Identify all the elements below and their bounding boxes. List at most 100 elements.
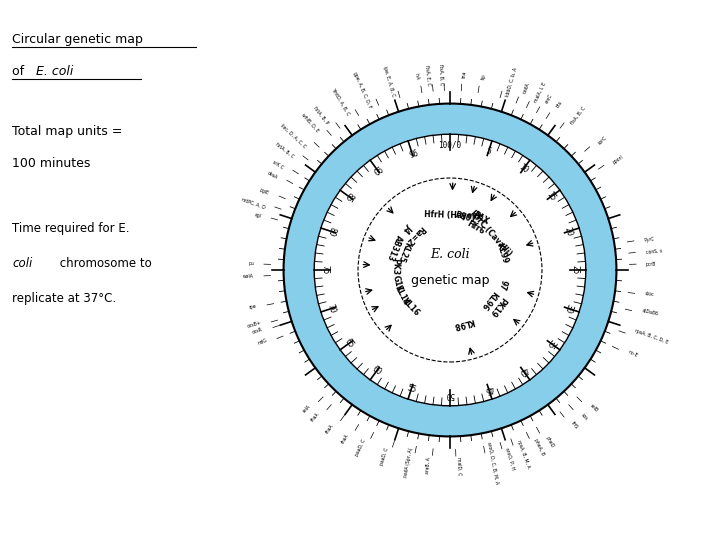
Text: Time required for E.: Time required for E. <box>12 222 130 235</box>
Text: 85: 85 <box>343 190 356 203</box>
Text: tip: tip <box>481 73 487 80</box>
Text: rpe: rpe <box>249 303 258 310</box>
Text: cxsB+: cxsB+ <box>246 320 262 329</box>
Text: 45: 45 <box>483 383 495 394</box>
Text: rhaA: rhaA <box>341 433 350 444</box>
Text: cxsR: cxsR <box>252 327 264 335</box>
Text: 30: 30 <box>563 303 575 314</box>
Text: rpsA, B, M, A: rpsA, B, M, A <box>516 440 531 469</box>
Text: fotA, B, C: fotA, B, C <box>275 141 295 159</box>
Text: atDa86: atDa86 <box>642 308 659 317</box>
Text: Ra=2
J4: Ra=2 J4 <box>397 217 426 246</box>
Text: PK3: PK3 <box>390 258 400 275</box>
Text: malA, I, E: malA, I, E <box>534 82 547 104</box>
Text: malD, C: malD, C <box>456 457 462 475</box>
Text: 100/0: 100/0 <box>438 141 462 150</box>
Text: aroO, P, H: aroO, P, H <box>505 447 516 470</box>
Text: walA: walA <box>243 273 254 279</box>
Text: 97: 97 <box>497 279 508 292</box>
Text: conS, s: conS, s <box>645 248 662 255</box>
Text: aroC: aroC <box>544 92 554 104</box>
Text: 75: 75 <box>320 265 330 275</box>
Text: 20: 20 <box>563 226 575 237</box>
Text: chromosome to: chromosome to <box>56 257 152 270</box>
Text: araB, A: araB, A <box>425 456 431 474</box>
Text: replicate at 37°C.: replicate at 37°C. <box>12 292 116 305</box>
Text: genetic map: genetic map <box>410 274 490 287</box>
Text: ftsA, B, C: ftsA, B, C <box>438 64 444 85</box>
Text: 70: 70 <box>325 303 337 314</box>
Text: E. coli: E. coli <box>430 248 470 261</box>
Text: 80: 80 <box>325 226 337 237</box>
Text: ftsA, E, C: ftsA, E, C <box>425 64 431 85</box>
Text: lpe, E, A, B, C: lpe, E, A, B, C <box>382 66 395 98</box>
Text: rhaA: rhaA <box>310 411 320 423</box>
Text: relA: relA <box>302 403 312 414</box>
Text: fotA, B, P: fotA, B, P <box>312 105 330 125</box>
Text: 5: 5 <box>485 146 492 156</box>
Text: Circular genetic map: Circular genetic map <box>12 33 143 46</box>
Text: btu: btu <box>555 100 563 109</box>
Text: pheA, B: pheA, B <box>534 438 546 456</box>
Text: paaD, C: paaD, C <box>379 447 390 466</box>
Text: 65: 65 <box>343 337 356 350</box>
Text: 95: 95 <box>405 146 417 157</box>
Text: KL25
AB313: KL25 AB313 <box>385 233 413 266</box>
Text: pu: pu <box>248 261 254 266</box>
Text: 15: 15 <box>544 190 557 203</box>
Text: oadA: oadA <box>522 82 531 94</box>
Text: gpe, A, B, C, D, F: gpe, A, B, C, D, F <box>352 71 372 109</box>
Text: desA: desA <box>266 171 278 180</box>
Text: 35: 35 <box>544 337 557 350</box>
Text: G11: G11 <box>390 274 403 293</box>
Text: pgiE: pgiE <box>259 188 270 197</box>
Text: 60: 60 <box>370 364 383 377</box>
Text: PAX
Hfr6: PAX Hfr6 <box>465 210 491 236</box>
Text: mtPC, A, D: mtPC, A, D <box>240 197 266 210</box>
Text: tHS: tHS <box>570 420 579 430</box>
Text: relB: relB <box>588 403 598 414</box>
Text: of: of <box>12 65 28 78</box>
Text: 90: 90 <box>370 163 383 176</box>
Text: KL16: KL16 <box>400 296 420 318</box>
Text: rhaA: rhaA <box>325 423 335 434</box>
Text: pheD: pheD <box>544 435 554 448</box>
Text: whiB, D, E: whiB, D, E <box>301 112 320 133</box>
Text: YmtD, A, B, C: YmtD, A, B, C <box>330 86 350 116</box>
Text: coli: coli <box>12 257 32 270</box>
Text: KL98: KL98 <box>452 316 475 330</box>
Text: 55: 55 <box>405 383 417 394</box>
Text: P801: P801 <box>454 210 477 225</box>
Text: rpsA, B, C, D, E: rpsA, B, C, D, E <box>634 328 670 345</box>
Text: sos: sos <box>580 413 588 422</box>
Text: mtG: mtG <box>257 338 268 346</box>
Text: KL14: KL14 <box>392 284 410 306</box>
Text: pporl: pporl <box>612 154 625 165</box>
Text: kbbD, C, b, A: kbbD, C, b, A <box>505 66 518 97</box>
Text: tna: tna <box>462 71 468 78</box>
Text: 100 minutes: 100 minutes <box>12 157 91 170</box>
Text: 50: 50 <box>446 390 454 400</box>
Text: paaD, C: paaD, C <box>354 438 366 457</box>
Text: Total map units =: Total map units = <box>12 125 122 138</box>
Text: srK C: srK C <box>272 160 284 170</box>
Text: 40: 40 <box>517 364 530 377</box>
Text: aroO, D, C, B, M, A: aroO, D, C, B, M, A <box>487 441 500 484</box>
Text: oadA (Spr, A): oadA (Spr, A) <box>402 447 413 478</box>
Text: stoc: stoc <box>644 292 654 298</box>
Text: PK19
KL96: PK19 KL96 <box>479 289 508 318</box>
Text: inA: inA <box>413 72 419 80</box>
Text: 25: 25 <box>570 265 580 275</box>
Text: HfrH (Hayes): HfrH (Hayes) <box>423 210 480 221</box>
Text: pcrB: pcrB <box>646 261 657 267</box>
Text: KL99: KL99 <box>495 241 510 265</box>
Text: ilec, D, A, C, C: ilec, D, A, C, C <box>280 123 307 149</box>
Text: PyrC: PyrC <box>644 236 654 242</box>
Text: ftsA, B, C: ftsA, B, C <box>570 105 587 125</box>
Wedge shape <box>284 104 616 436</box>
Text: HfrC (Cavalli): HfrC (Cavalli) <box>469 209 513 259</box>
Text: E. coli: E. coli <box>36 65 73 78</box>
Text: no-E: no-E <box>627 349 639 358</box>
Text: 10: 10 <box>517 163 530 176</box>
Text: agl: agl <box>253 212 262 219</box>
